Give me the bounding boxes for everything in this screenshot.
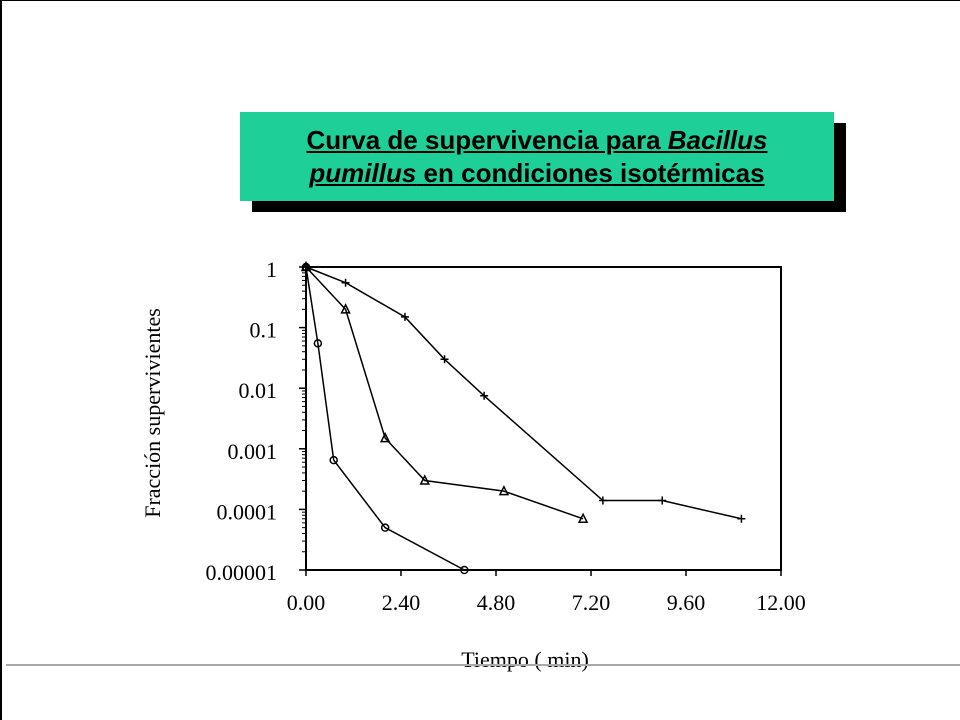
triangle-marker-point [577,512,589,524]
x-axis-label: Tiempo ( min) [461,647,589,672]
title-line1-prefix: Curva de supervivencia para [306,124,668,155]
plus-marker-point [598,496,607,505]
circle-marker-point [380,523,390,532]
plus-marker-point [302,263,310,271]
footer-divider [6,664,960,666]
triangle-marker-point [340,303,351,314]
frame-top-border [0,0,960,1]
x-tick-label: 4.80 [477,590,516,615]
chart-title-box: Curva de supervivencia para Bacillus pum… [240,112,834,201]
plus-marker-point [400,312,409,321]
triangle-marker-point [498,484,510,496]
plot-area-frame [305,266,782,571]
x-tick-label: 2.40 [382,590,421,615]
title-line2-italic: pumillus [309,157,417,188]
triangle-marker-point [419,474,430,485]
y-tick-label: 0.0001 [217,499,278,524]
plus-marker-point [480,391,489,400]
x-tick-label: 7.20 [572,590,611,615]
y-axis-label: Fracción supervivientes [140,308,165,518]
y-tick-label: 0.00001 [206,560,278,585]
x-tick-label: 12.00 [756,590,806,615]
x-tick-label: 9.60 [667,590,706,615]
y-tick-label: 0.001 [228,439,278,464]
title-line1-italic: Bacillus [667,124,768,155]
series-1-line [305,266,465,571]
series-3-line [305,266,742,520]
triangle-marker-point [379,431,391,443]
plus-marker-point [737,514,746,523]
plus-marker-point [341,278,350,287]
circle-marker-point [460,565,469,575]
plus-marker-point [658,496,667,505]
x-tick-label: 0.00 [287,590,326,615]
title-line2-suffix: en condiciones isotérmicas [416,157,765,188]
y-tick-label: 0.1 [250,318,278,343]
frame-left-border [0,0,2,720]
circle-marker-point [313,339,323,348]
series-2-line [305,266,584,520]
plus-marker-point [440,355,449,364]
y-tick-label: 1 [266,257,277,282]
chart-title: Curva de supervivencia para Bacillus pum… [306,124,767,190]
circle-marker-point [329,455,338,465]
y-tick-label: 0.01 [239,378,278,403]
